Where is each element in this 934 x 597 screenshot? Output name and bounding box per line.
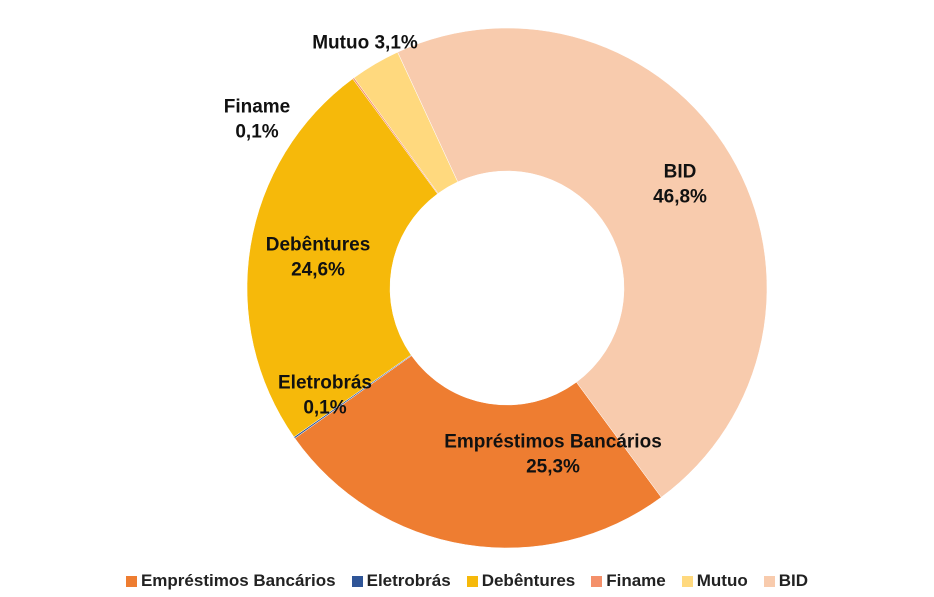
legend-item: Eletrobrás [351, 571, 451, 591]
slice [246, 78, 438, 438]
label-value: 25,3% [526, 456, 580, 477]
label-value: 24,6% [291, 259, 345, 280]
legend-label: Debêntures [481, 571, 576, 590]
label-value: 3,1% [374, 32, 418, 54]
label-name: Empréstimos Bancários [444, 431, 662, 453]
data-label: Debêntures 24,6% [266, 233, 371, 282]
legend: Empréstimos Bancários Eletrobrás Debênture… [0, 571, 934, 591]
slice [294, 355, 662, 549]
data-label: Empréstimos Bancários 25,3% [444, 430, 662, 479]
legend-swatch [763, 575, 775, 587]
legend-item: Mutuo [681, 571, 748, 591]
legend-item: Empréstimos Bancários [125, 571, 336, 591]
data-label: Finame 0,1% [224, 95, 291, 144]
legend-label: BID [778, 571, 809, 590]
legend-swatch [351, 575, 363, 587]
label-name: BID [663, 161, 697, 183]
legend-swatch [125, 575, 137, 587]
label-name: Debêntures [265, 234, 371, 256]
legend-swatch [681, 575, 693, 587]
slice [397, 27, 768, 498]
data-label: Eletrobrás 0,1% [278, 371, 372, 420]
legend-label: Finame [606, 571, 666, 590]
legend-swatch [466, 575, 478, 587]
legend-swatch [591, 575, 603, 587]
data-label: BID 46,8% [653, 160, 707, 209]
legend-item: BID [763, 571, 809, 591]
legend-label: Eletrobrás [366, 571, 451, 590]
label-value: 0,1% [235, 121, 279, 142]
legend-label: Empréstimos Bancários [140, 571, 336, 590]
data-label: Mutuo 3,1% [312, 32, 418, 57]
legend-item: Finame [591, 571, 666, 591]
label-value: 46,8% [653, 186, 707, 207]
label-name: Eletrobrás [278, 372, 372, 394]
label-name: Finame [223, 96, 291, 118]
legend-label: Mutuo [696, 571, 748, 590]
legend-item: Debêntures [466, 571, 576, 591]
label-name: Mutuo [312, 32, 370, 54]
label-value: 0,1% [303, 397, 347, 418]
